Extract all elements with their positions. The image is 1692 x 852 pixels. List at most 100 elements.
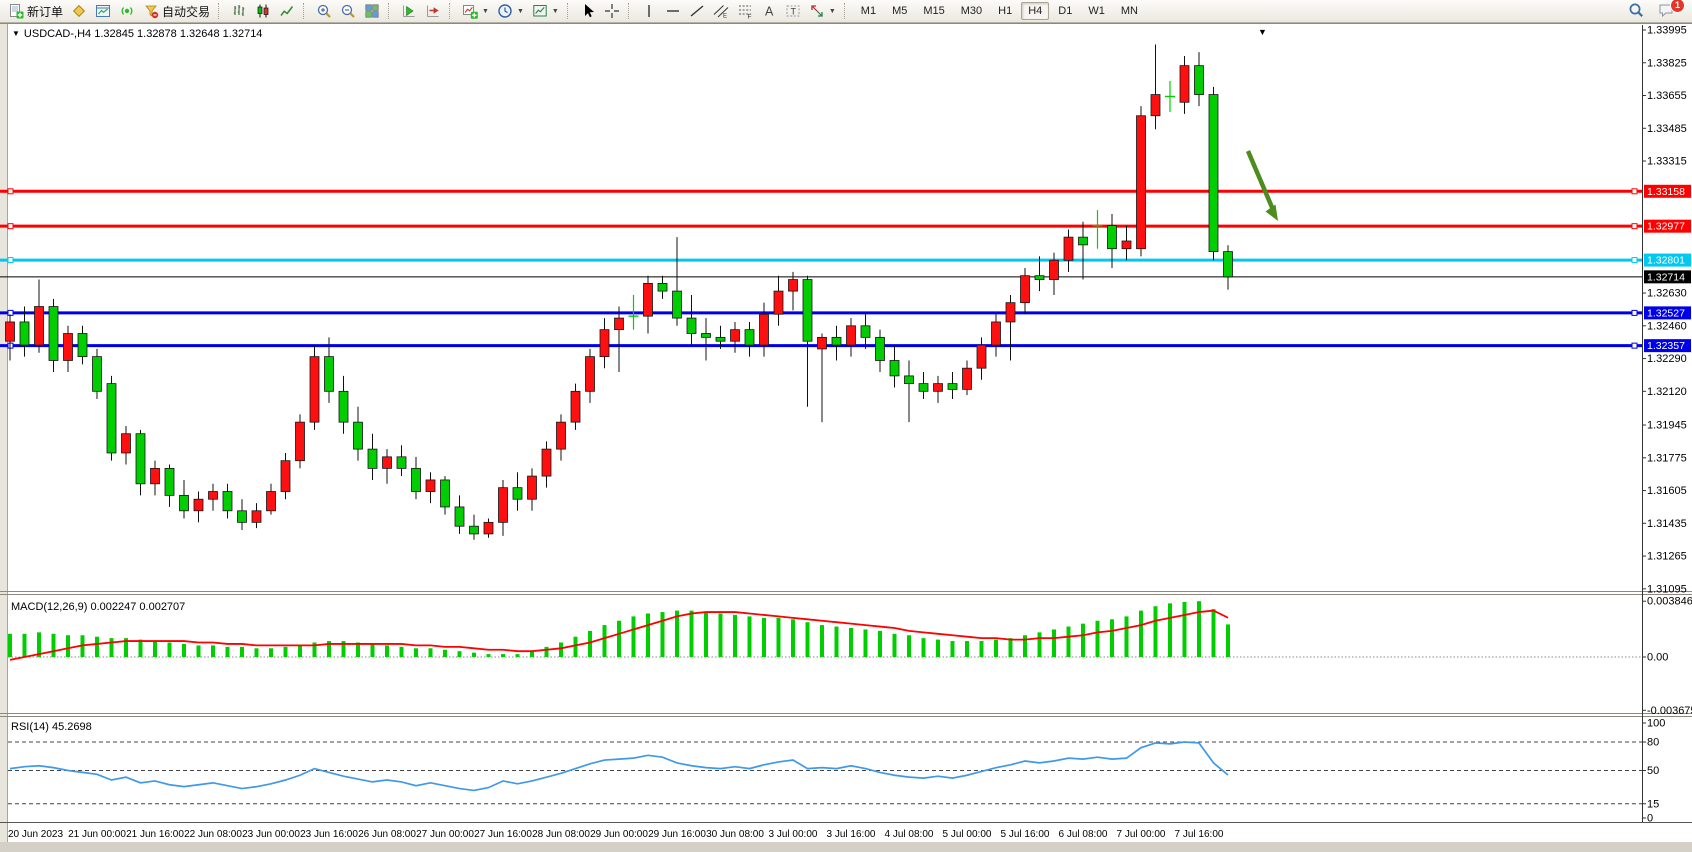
timeframe-m5-button[interactable]: M5 [892, 5, 908, 17]
time-axis-label[interactable]: 5 Jul 00:00 [943, 829, 992, 840]
trendline-button[interactable] [685, 0, 709, 22]
auto-scroll-button[interactable] [397, 0, 421, 22]
equidistant-channel-button[interactable]: E [709, 0, 733, 22]
macd-histogram-bar [1124, 616, 1129, 657]
trend-arrow-annotation[interactable] [1245, 150, 1277, 213]
candle-up [1005, 302, 1016, 323]
rsi-axis-label: 15 [1647, 798, 1659, 810]
chevron-down-icon[interactable]: ▼ [551, 7, 559, 15]
data-window-button[interactable] [91, 0, 115, 22]
text-label-button[interactable]: T [781, 0, 805, 22]
arrows-button[interactable]: ▼ [805, 0, 840, 22]
timeframe-mn-button[interactable]: MN [1120, 5, 1138, 17]
timeframe-m30-button[interactable]: M30 [960, 5, 983, 17]
timeframe-m15-button[interactable]: M15 [923, 5, 945, 17]
chart-shift-button[interactable] [421, 0, 445, 22]
price-line-label-box [1644, 219, 1691, 233]
bar-chart-button[interactable] [227, 0, 251, 22]
time-axis-label[interactable]: 6 Jul 08:00 [1059, 829, 1108, 840]
time-axis-label[interactable]: 23 Jun 16:00 [300, 829, 358, 840]
tile-windows-button[interactable] [360, 0, 384, 22]
time-axis-label[interactable]: 3 Jul 16:00 [827, 829, 876, 840]
templates-button[interactable]: ▼ [528, 0, 563, 22]
time-axis-label[interactable]: 5 Jul 16:00 [1001, 829, 1050, 840]
price-axis-label: 1.33655 [1647, 90, 1687, 102]
line-handle[interactable] [1631, 223, 1638, 230]
price-axis-label: 1.33485 [1647, 123, 1687, 135]
line-chart-button[interactable] [275, 0, 299, 22]
time-axis-label[interactable]: 28 Jun 08:00 [532, 829, 590, 840]
candle-down [19, 321, 30, 346]
signals-button[interactable] [115, 0, 139, 22]
rsi-axis-label: 80 [1647, 737, 1659, 749]
line-handle[interactable] [1631, 342, 1638, 349]
macd-histogram-bar [182, 643, 186, 657]
text-icon: A [761, 3, 777, 19]
auto-trading-button[interactable]: 自动交易 [139, 0, 214, 22]
periods-button[interactable]: ▼ [493, 0, 528, 22]
timeframe-h4-button[interactable]: H4 [1021, 2, 1050, 20]
notifications-button[interactable]: 1 [1658, 0, 1685, 20]
candle-up [63, 333, 73, 361]
line-handle[interactable] [7, 257, 14, 264]
timeframe-w1-button[interactable]: W1 [1088, 5, 1105, 17]
chevron-down-icon[interactable]: ▼ [828, 7, 836, 15]
macd-histogram-bar [791, 619, 795, 657]
chevron-down-icon[interactable]: ▼ [516, 7, 524, 15]
chart-canvas[interactable]: 1.33995 1.33825 1.33655 1.33485 1.33315 1.326… [0, 23, 1692, 847]
search-button[interactable] [1628, 2, 1648, 20]
time-axis-label[interactable]: 22 Jun 08:00 [184, 829, 242, 840]
time-axis-label[interactable]: 20 Jun 2023 [8, 829, 63, 840]
time-axis-label[interactable]: 21 Jun 16:00 [126, 829, 184, 840]
line-chart-icon [279, 3, 295, 19]
line-handle[interactable] [7, 188, 14, 195]
cursor-button[interactable] [576, 0, 600, 22]
time-axis-label[interactable]: 27 Jun 00:00 [416, 829, 474, 840]
time-axis-label[interactable]: 3 Jul 00:00 [769, 829, 818, 840]
line-handle[interactable] [7, 223, 14, 230]
macd-axis-label: -0.003675 [1647, 705, 1692, 717]
indicators-button[interactable]: ▼ [458, 0, 493, 22]
macd-histogram-bar [327, 641, 331, 657]
line-handle[interactable] [1631, 188, 1638, 195]
line-handle[interactable] [1631, 309, 1638, 316]
candle-up [556, 421, 566, 450]
favorites-button[interactable] [67, 0, 91, 22]
timeframe-d1-button[interactable]: D1 [1058, 5, 1073, 17]
time-axis-label[interactable]: 4 Jul 08:00 [885, 829, 934, 840]
candle-up [643, 283, 653, 317]
time-axis-label[interactable]: 7 Jul 16:00 [1175, 829, 1224, 840]
candle-down [744, 329, 755, 346]
zoom-in-button[interactable] [312, 0, 336, 22]
candle-down [454, 506, 465, 527]
time-axis-label[interactable]: 29 Jun 16:00 [648, 829, 706, 840]
price-axis-label: 1.33995 [1647, 25, 1687, 37]
time-axis-label[interactable]: 21 Jun 00:00 [68, 829, 126, 840]
time-axis-label[interactable]: 26 Jun 08:00 [358, 829, 416, 840]
time-axis-label[interactable]: 27 Jun 16:00 [474, 829, 532, 840]
text-button[interactable]: A [757, 0, 781, 22]
new-order-button[interactable]: 新订单 [4, 0, 67, 22]
timeframe-m1-button[interactable]: M1 [860, 5, 877, 17]
crosshair-button[interactable] [600, 0, 624, 22]
macd-histogram-bar [602, 625, 607, 657]
chevron-down-icon[interactable]: ▼ [482, 7, 489, 15]
candlestick-chart-button[interactable] [251, 0, 275, 22]
macd-histogram-bar [849, 628, 853, 657]
time-axis-label[interactable]: 29 Jun 00:00 [590, 829, 648, 840]
timeframe-h1-button[interactable]: H1 [998, 5, 1013, 17]
time-axis-label[interactable]: 30 Jun 08:00 [706, 829, 764, 840]
fibonacci-button[interactable]: F [733, 0, 757, 22]
candle-down [904, 375, 914, 385]
vertical-line-button[interactable] [637, 0, 661, 22]
candle-up [788, 279, 798, 292]
zoom-out-button[interactable] [336, 0, 360, 22]
chart-shift-marker[interactable]: ▼ [1258, 27, 1267, 37]
macd-histogram-bar [820, 625, 824, 657]
time-axis-label[interactable]: 7 Jul 00:00 [1117, 829, 1166, 840]
line-handle[interactable] [1631, 257, 1638, 264]
time-axis-label[interactable]: 23 Jun 00:00 [242, 829, 300, 840]
horizontal-line-button[interactable] [661, 0, 685, 22]
price-axis-label: 1.31775 [1647, 452, 1687, 464]
chart-background[interactable] [0, 23, 1692, 847]
